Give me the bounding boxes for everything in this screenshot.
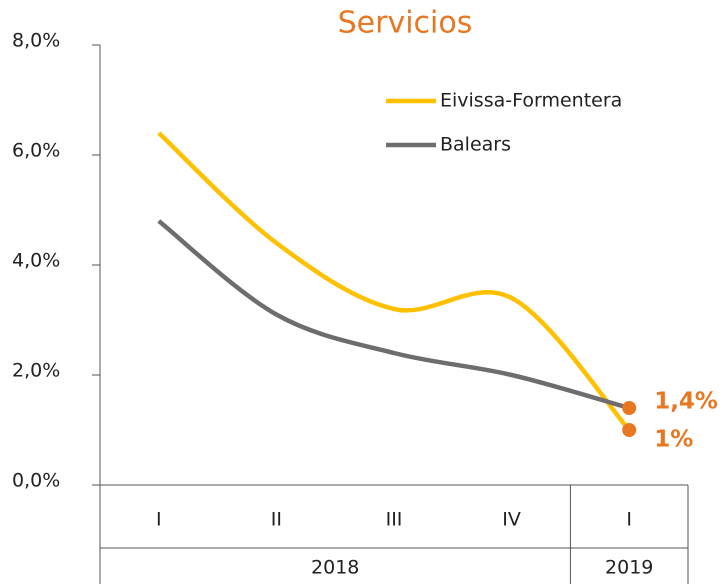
y-tick-label: 8,0% — [12, 30, 60, 52]
line — [157, 219, 630, 411]
x-tick-label: I — [626, 509, 632, 531]
y-tick-label: 2,0% — [12, 360, 60, 382]
chart-title: Servicios — [338, 6, 473, 41]
y-tick-label: 0,0% — [12, 470, 60, 492]
data-label: 1% — [654, 427, 693, 453]
y-tick-label: 6,0% — [12, 140, 60, 162]
x-group-label: 2018 — [311, 557, 359, 579]
x-tick-label: IV — [502, 509, 521, 531]
legend-label: Balears — [440, 134, 511, 156]
point-marker — [622, 401, 637, 415]
data-label: 1,4% — [654, 389, 718, 415]
x-tick-label: I — [156, 509, 162, 531]
x-tick-label: II — [271, 509, 282, 531]
x-tick-label: III — [386, 509, 403, 531]
legend-label: Eivissa-Formentera — [440, 90, 622, 112]
x-group-label: 2019 — [605, 557, 653, 579]
y-tick-label: 4,0% — [12, 250, 60, 272]
point-marker — [622, 423, 637, 437]
line — [157, 131, 631, 432]
